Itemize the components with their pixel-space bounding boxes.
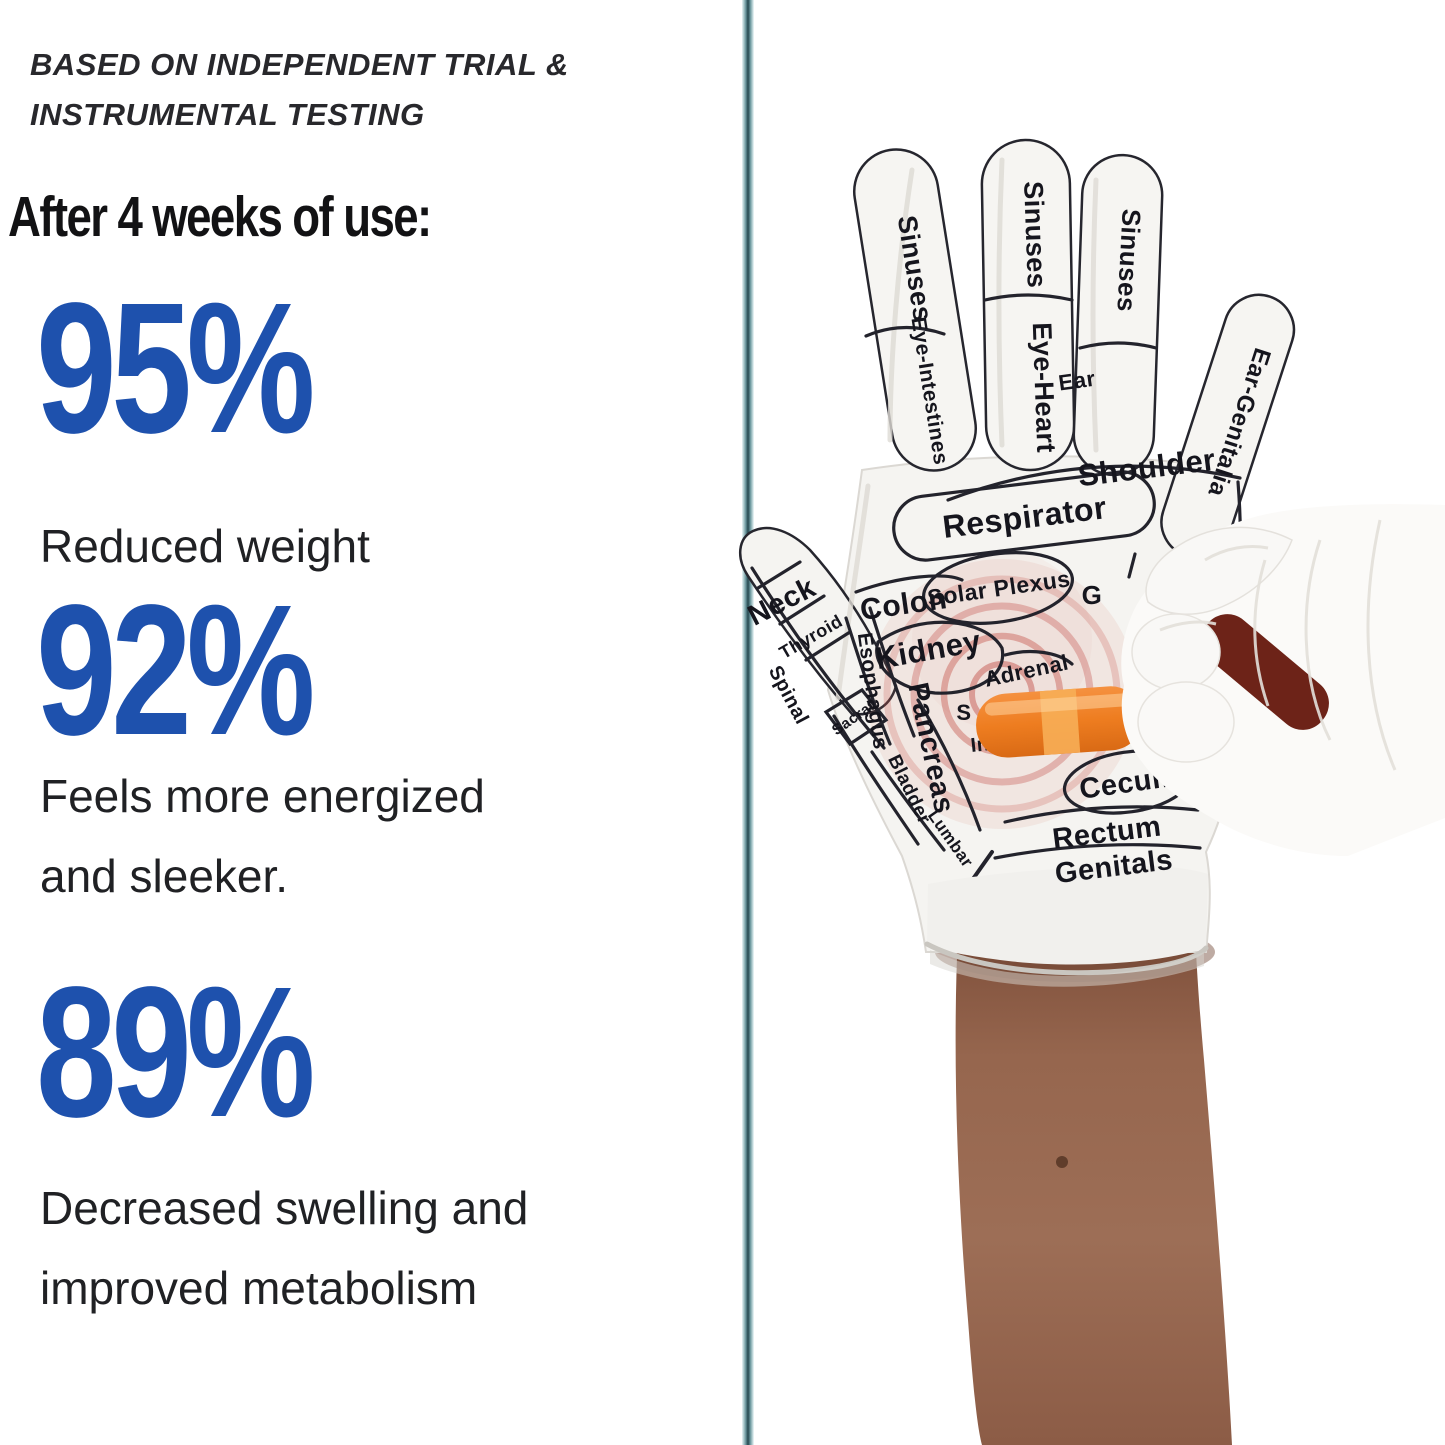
- stat-desc-92-line-2: and sleeker.: [40, 850, 289, 903]
- bare-forearm: [935, 922, 1232, 1445]
- massage-tool: [976, 686, 1142, 758]
- trial-disclaimer-line-1: BASED ON INDEPENDENT TRIAL &: [30, 47, 569, 82]
- glove-zone-lines: [750, 293, 1243, 920]
- masseur-press-finger: [1145, 526, 1293, 615]
- zone-label-spinal: Spinal: [764, 662, 813, 728]
- glove-cuff: [924, 866, 1209, 987]
- stat-desc-89-line-1: Decreased swelling and: [40, 1182, 529, 1234]
- stats-panel: BASED ON INDEPENDENT TRIAL & INSTRUMENTA…: [8, 40, 569, 1328]
- masseur-knuckle-2: [1137, 681, 1235, 763]
- divider-line: [742, 0, 754, 1445]
- stat-value-95: 95%: [36, 265, 315, 472]
- zone-label-gall-partial: G: [1082, 580, 1103, 610]
- zone-label-eye-heart: Eye-Heart: [1027, 322, 1062, 454]
- reflexology-glove: Sinuses Eye-Intestines Sinuses Eye-Heart…: [739, 138, 1296, 987]
- stat-desc-95: Reduced weight: [40, 506, 370, 586]
- trial-disclaimer: BASED ON INDEPENDENT TRIAL & INSTRUMENTA…: [30, 40, 569, 140]
- stat-value-89: 89%: [36, 949, 315, 1156]
- glove-finger-ring: [1072, 153, 1164, 477]
- zone-label-sinuses-middle: Sinuses: [1018, 181, 1052, 289]
- stat-desc-89: Decreased swelling and improved metaboli…: [40, 1168, 528, 1328]
- forearm-mole: [1056, 1156, 1068, 1168]
- glove-finger-middle: [980, 138, 1076, 472]
- stat-desc-95-line-1: Reduced weight: [40, 520, 370, 572]
- masseur-fabric-folds: [1159, 519, 1397, 771]
- stat-desc-92-line-1: Feels more energized: [40, 770, 485, 822]
- stat-desc-89-line-2: improved metabolism: [40, 1262, 478, 1315]
- stat-desc-92: Feels more energized and sleeker.: [40, 756, 485, 916]
- stat-value-92: 92%: [36, 567, 315, 774]
- glove-finger-index: [852, 148, 978, 472]
- headline: After 4 weeks of use:: [8, 185, 432, 249]
- tool-handle: [1201, 614, 1329, 730]
- masseur-hand: [1121, 504, 1445, 856]
- zone-label-sinuses-ring: Sinuses: [1111, 208, 1146, 313]
- trial-disclaimer-line-2: INSTRUMENTAL TESTING: [30, 97, 425, 133]
- zone-label-ear: Ear: [1057, 366, 1097, 396]
- zone-label-small-intestine-s: S: [956, 700, 971, 725]
- product-photo: Sinuses Eye-Intestines Sinuses Eye-Heart…: [739, 0, 1445, 1445]
- glove-shading: [835, 157, 1099, 701]
